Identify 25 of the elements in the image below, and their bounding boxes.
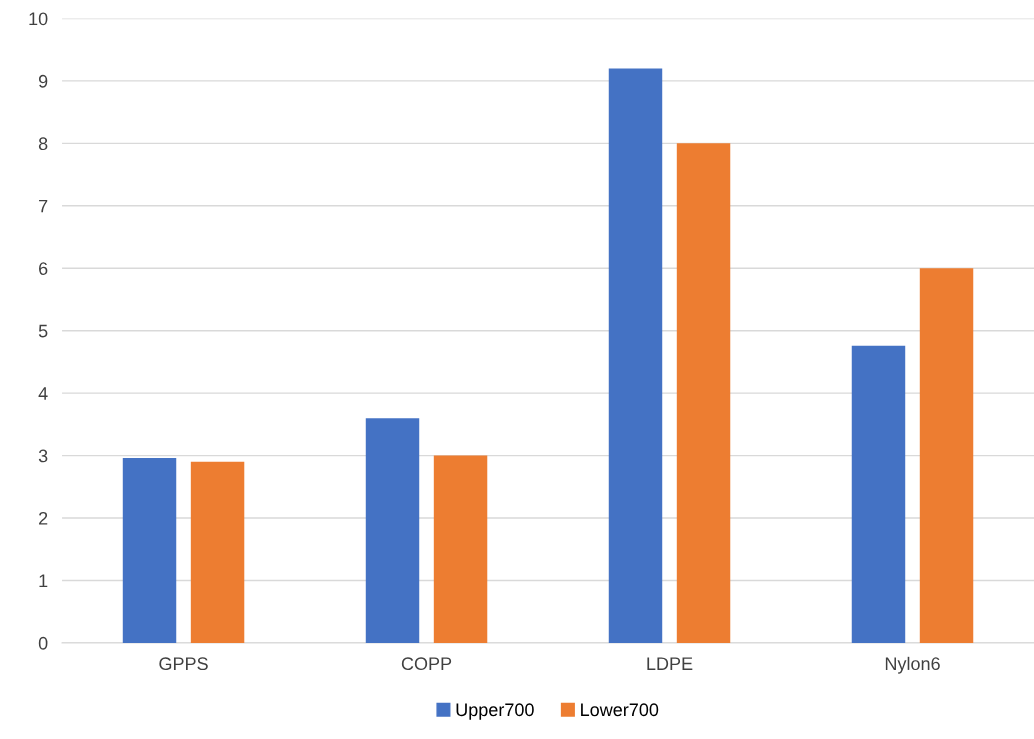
y-tick-label: 2 [39,511,48,525]
bar [851,345,906,643]
bar [190,461,245,643]
legend-label: Lower700 [581,703,659,717]
y-tick-label: 5 [38,324,48,338]
y-tick-label: 7 [39,199,48,213]
bar [919,268,974,643]
x-tick-label: Nylon6 [885,656,940,674]
y-tick-label: 6 [39,262,48,275]
y-tick-label: 9 [38,74,48,88]
bar [608,68,663,643]
x-tick-label: GPPS [159,657,208,671]
bar [433,455,488,643]
bar [676,143,731,643]
legend-label: Upper700 [456,703,534,720]
y-tick-label: 8 [38,137,48,151]
y-tick-label: 4 [38,387,48,400]
y-tick-label: 1 [39,574,48,588]
y-tick-label: 0 [38,636,48,650]
y-tick-label: 10 [29,12,48,26]
x-tick-label: LDPE [647,657,693,670]
x-tick-label: COPP [401,657,452,671]
y-tick-label: 3 [38,449,48,463]
bar [122,458,177,643]
bar [365,418,420,643]
